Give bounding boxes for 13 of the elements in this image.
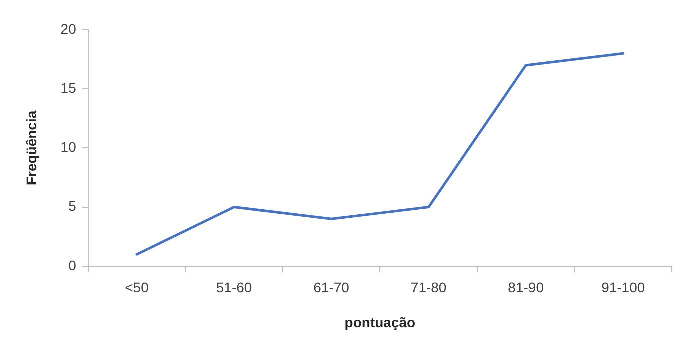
- x-tick-label: 71-80: [410, 280, 447, 296]
- x-tick-label: 81-90: [508, 280, 544, 296]
- x-tick-label: <50: [125, 280, 150, 296]
- x-tick-label: 91-100: [602, 280, 646, 296]
- x-tick-label: 61-70: [314, 280, 350, 296]
- y-tick-label: 5: [68, 198, 77, 214]
- x-axis-title: pontuação: [344, 314, 416, 330]
- x-tick-label: 51-60: [216, 280, 252, 296]
- y-axis-title: Freqüência: [23, 110, 40, 186]
- y-tick-label: 10: [60, 139, 77, 156]
- y-tick-label: 0: [68, 257, 77, 274]
- y-tick-label: 15: [60, 80, 77, 96]
- y-tick-label: 20: [60, 20, 77, 37]
